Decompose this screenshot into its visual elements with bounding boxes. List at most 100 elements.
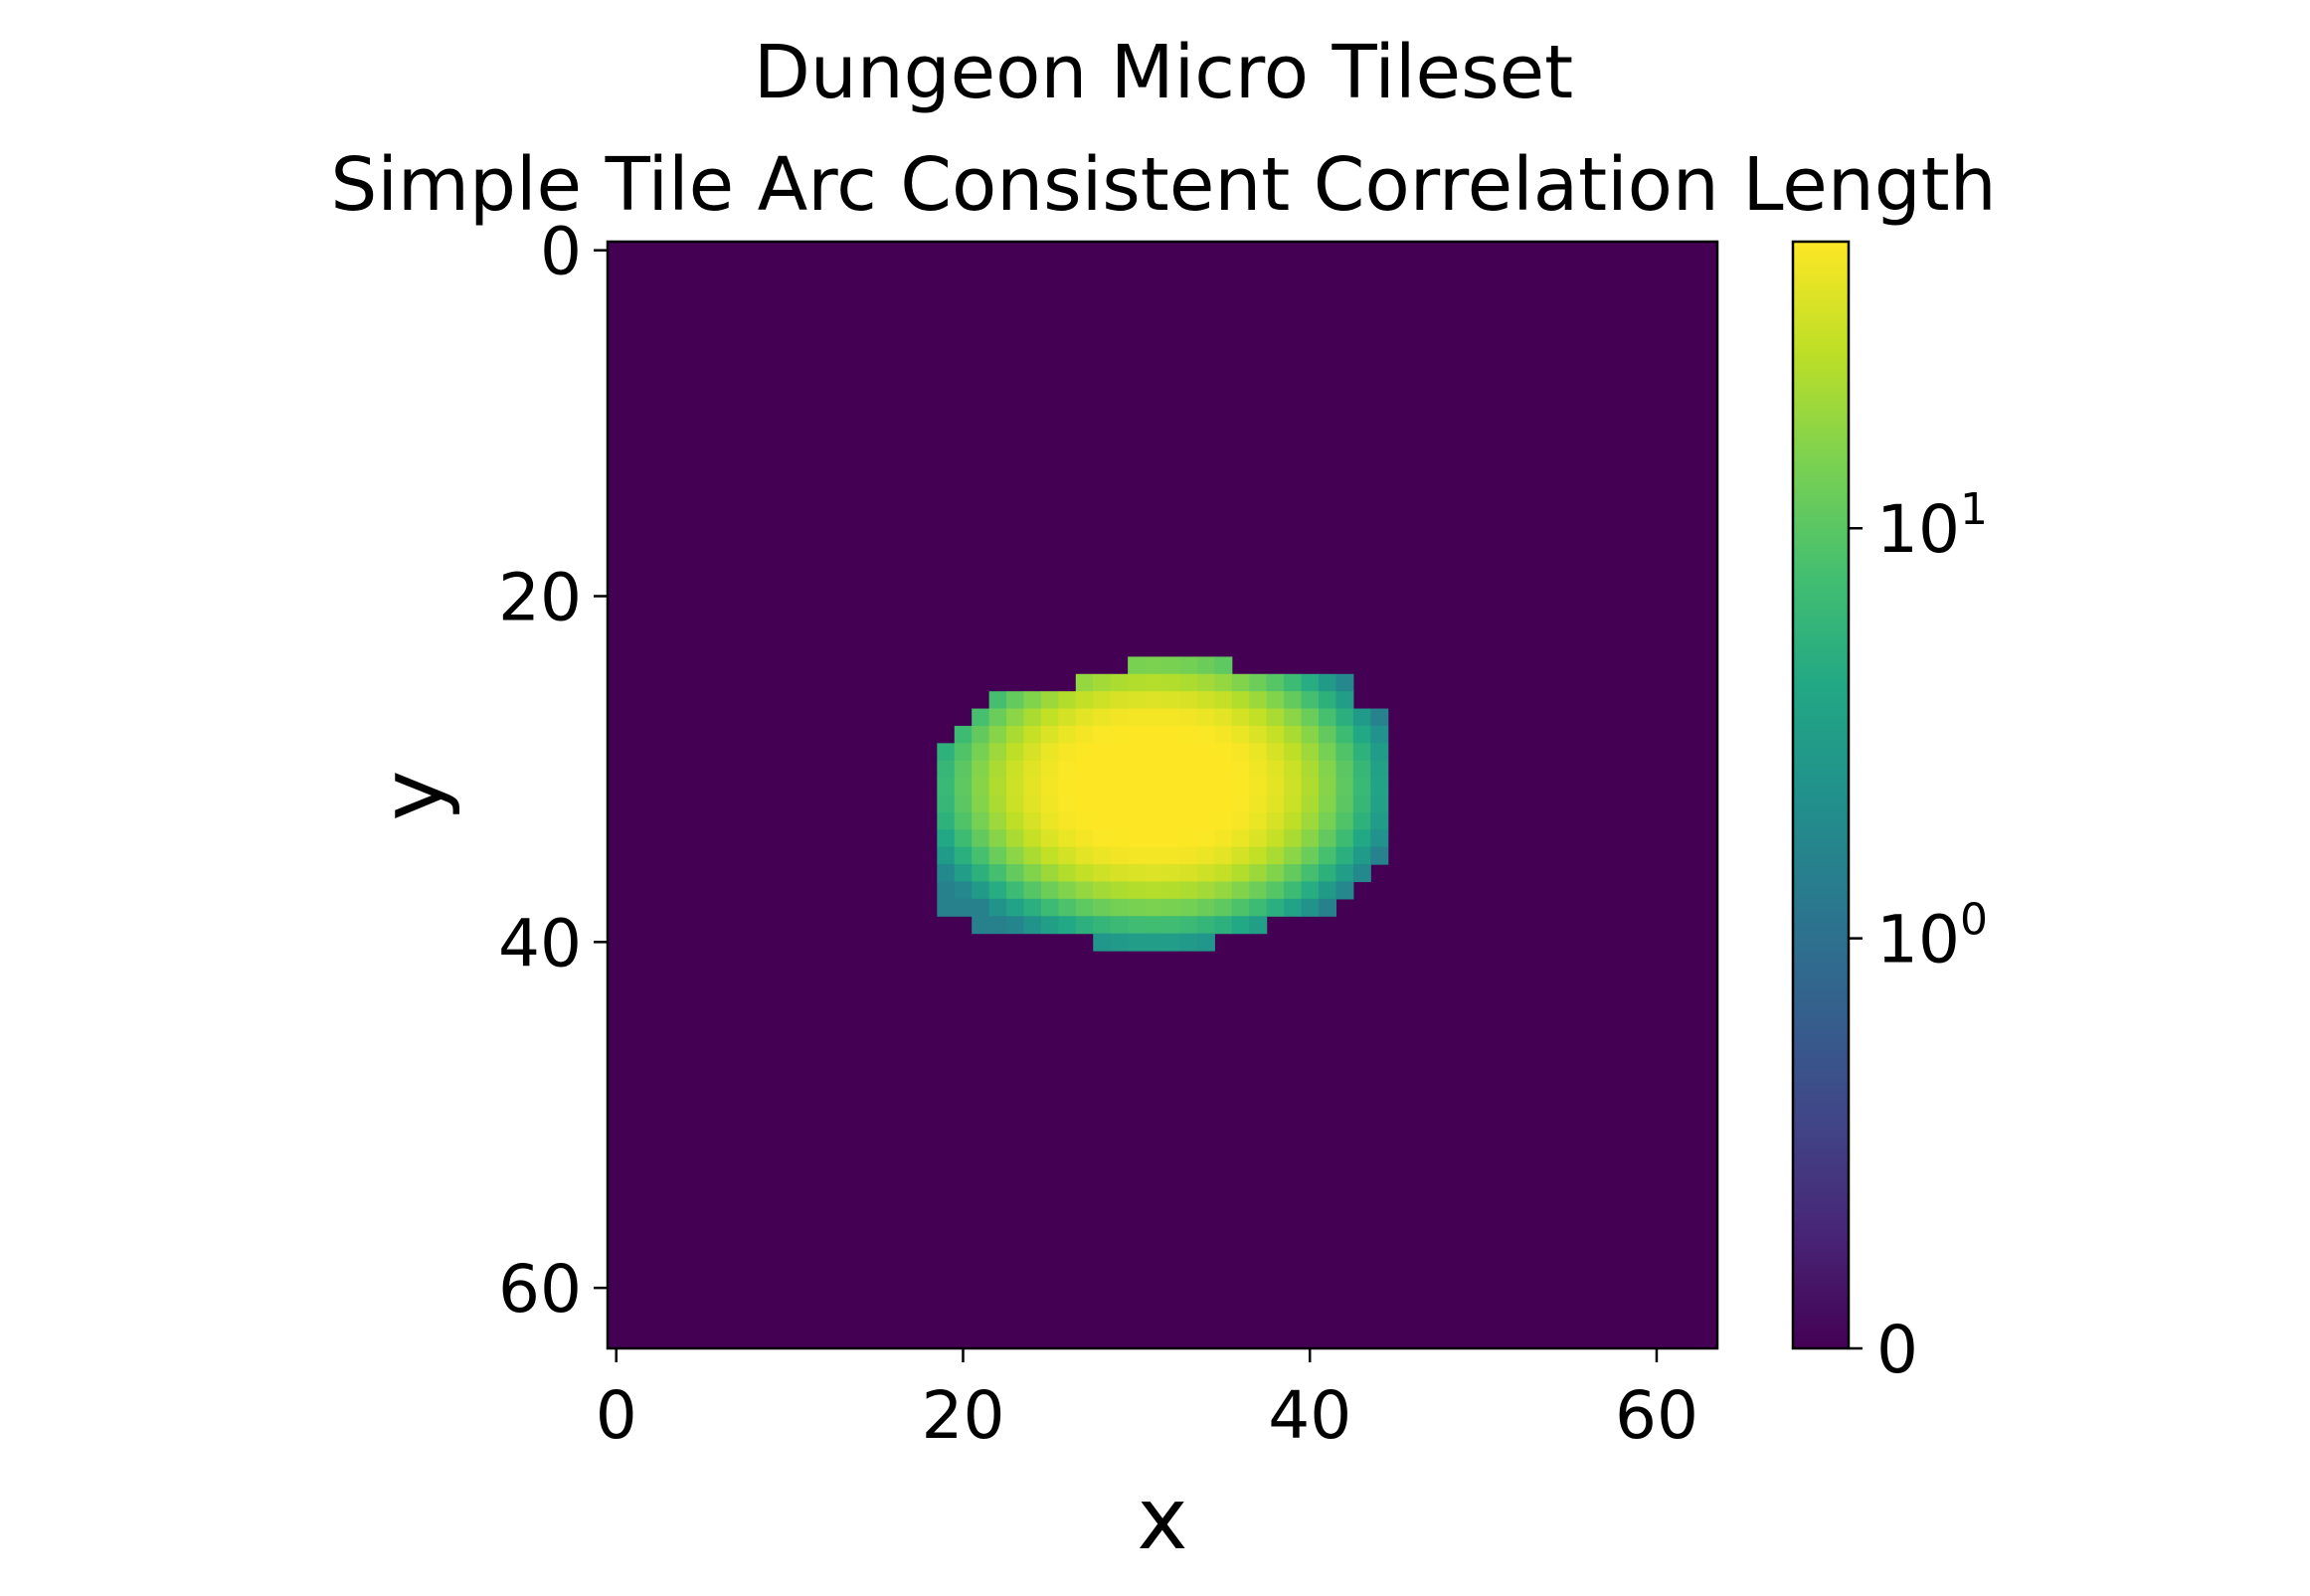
heatmap-cell — [1058, 898, 1077, 917]
heatmap-cell — [1284, 811, 1303, 830]
heatmap-cell — [1040, 760, 1059, 779]
heatmap-cell — [937, 898, 956, 917]
x-axis: 0 20 40 60 — [596, 1348, 1698, 1454]
x-tick-label: 40 — [1268, 1377, 1351, 1454]
heatmap-cell — [1249, 898, 1268, 917]
heatmap-cell — [1335, 795, 1354, 813]
heatmap-cell — [972, 916, 990, 935]
heatmap-cell — [1093, 708, 1112, 727]
heatmap-cell — [1335, 725, 1354, 744]
heatmap-cell — [1110, 846, 1129, 865]
heatmap-cell — [1023, 778, 1042, 797]
heatmap-cell — [1040, 708, 1059, 727]
heatmap-cell — [1318, 725, 1336, 744]
heatmap-cell — [1249, 725, 1268, 744]
heatmap-cell — [1249, 795, 1268, 813]
heatmap-cell — [1179, 760, 1198, 779]
heatmap-cell — [1162, 760, 1181, 779]
heatmap-cell — [1284, 778, 1303, 797]
heatmap-cell — [1318, 760, 1336, 779]
heatmap-cell — [1006, 864, 1025, 883]
heatmap-cell — [1231, 916, 1250, 935]
heatmap-cell — [1352, 743, 1371, 762]
heatmap-cell — [1179, 898, 1198, 917]
heatmap-cell — [1301, 760, 1320, 779]
heatmap-cell — [1128, 760, 1147, 779]
heatmap-cell — [1023, 829, 1042, 848]
heatmap-cell — [1093, 795, 1112, 813]
heatmap-cell — [937, 795, 956, 813]
heatmap-cell — [988, 725, 1007, 744]
heatmap-cell — [954, 811, 973, 830]
x-axis-label: x — [1138, 1470, 1188, 1569]
heatmap-cell — [1196, 673, 1215, 692]
heatmap-cell — [1231, 778, 1250, 797]
heatmap-cell — [972, 743, 990, 762]
heatmap-cell — [988, 881, 1007, 900]
heatmap-cell — [1145, 881, 1163, 900]
heatmap-cell — [1179, 811, 1198, 830]
heatmap-cell — [1214, 916, 1233, 935]
heatmap-cell — [1196, 708, 1215, 727]
heatmap-cell — [1214, 725, 1233, 744]
heatmap-cell — [1214, 811, 1233, 830]
heatmap-cell — [1023, 760, 1042, 779]
heatmap-cell — [954, 760, 973, 779]
heatmap-cell — [937, 811, 956, 830]
heatmap-cell — [1318, 673, 1336, 692]
heatmap-cell — [1128, 881, 1147, 900]
heatmap-cell — [1352, 829, 1371, 848]
heatmap-cell — [1110, 811, 1129, 830]
heatmap-cell — [1301, 691, 1320, 710]
heatmap-cell — [1162, 933, 1181, 952]
heatmap-cell — [1249, 691, 1268, 710]
heatmap-cell — [1075, 760, 1094, 779]
heatmap-cell — [1179, 846, 1198, 865]
heatmap-cell — [972, 829, 990, 848]
heatmap-cell — [1196, 846, 1215, 865]
heatmap-cell — [1093, 743, 1112, 762]
heatmap-cell — [1040, 811, 1059, 830]
heatmap-cell — [1128, 708, 1147, 727]
heatmap-cell — [1231, 708, 1250, 727]
heatmap-cell — [1128, 725, 1147, 744]
heatmap-cell — [937, 743, 956, 762]
heatmap-cell — [1249, 708, 1268, 727]
heatmap-cell — [1093, 933, 1112, 952]
heatmap-cell — [1352, 864, 1371, 883]
heatmap-cell — [1128, 795, 1147, 813]
heatmap-cell — [1301, 725, 1320, 744]
heatmap-cell — [1162, 811, 1181, 830]
heatmap-cell — [1145, 778, 1163, 797]
heatmap-cell — [1058, 743, 1077, 762]
heatmap-cell — [988, 743, 1007, 762]
heatmap-cell — [1352, 795, 1371, 813]
heatmap-cell — [1128, 916, 1147, 935]
heatmap-cell — [1266, 725, 1285, 744]
heatmap-cell — [1284, 864, 1303, 883]
heatmap-cell — [1214, 829, 1233, 848]
heatmap-cell — [1075, 916, 1094, 935]
heatmap-cell — [1266, 846, 1285, 865]
heatmap-cell — [1301, 743, 1320, 762]
heatmap-cell — [1196, 656, 1215, 675]
heatmap-cell — [1370, 760, 1389, 779]
heatmap-cell — [1301, 795, 1320, 813]
heatmap-cell — [1301, 811, 1320, 830]
heatmap-cell — [1145, 846, 1163, 865]
heatmap-cell — [1162, 795, 1181, 813]
heatmap-cell — [937, 829, 956, 848]
heatmap-cell — [1318, 846, 1336, 865]
heatmap-cell — [1335, 829, 1354, 848]
heatmap-cell — [1249, 811, 1268, 830]
heatmap-cell — [1128, 656, 1147, 675]
heatmap-cell — [1162, 829, 1181, 848]
heatmap-cell — [1058, 881, 1077, 900]
heatmap-cell — [1352, 725, 1371, 744]
heatmap-cell — [1006, 691, 1025, 710]
colorbar-tick-label: 100 — [1876, 895, 1988, 978]
heatmap-cell — [1301, 864, 1320, 883]
heatmap-cell — [1110, 933, 1129, 952]
heatmap-cell — [1093, 846, 1112, 865]
